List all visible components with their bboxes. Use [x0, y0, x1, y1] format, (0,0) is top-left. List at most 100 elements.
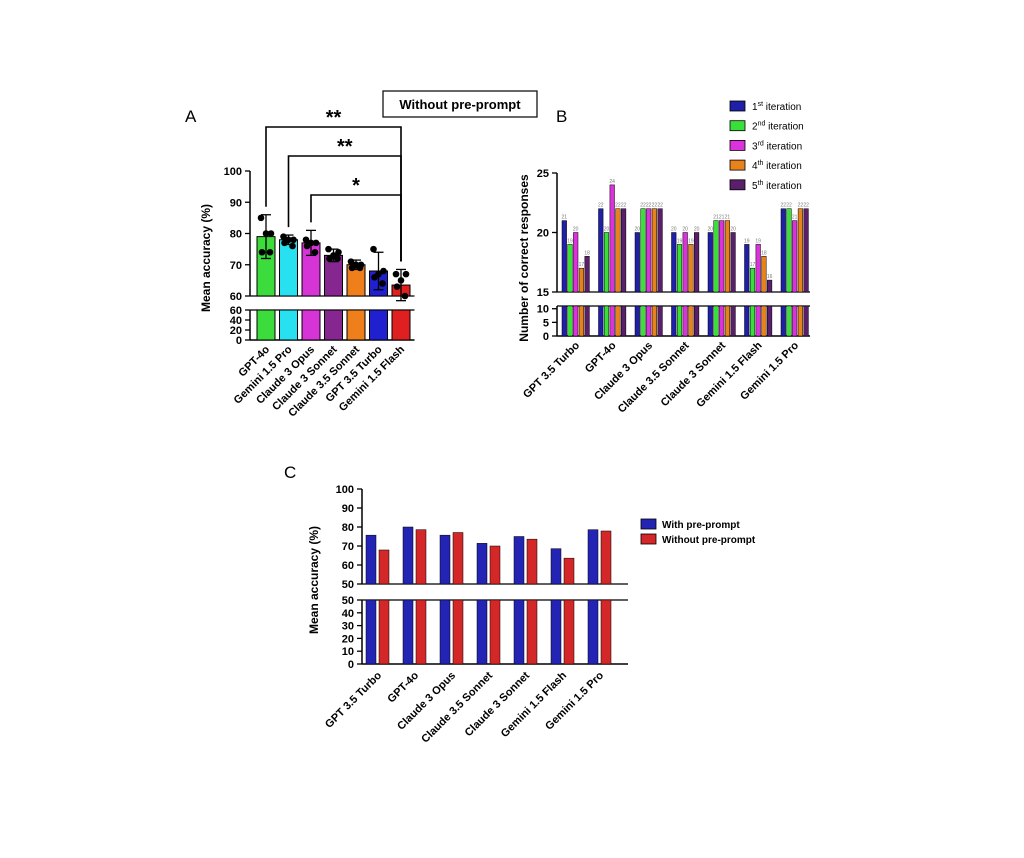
panel-b-bar-gpt-4o-5 — [621, 208, 627, 293]
panel-c-ytick-label-upper: 100 — [336, 484, 354, 496]
panel-b-bar-gemini-1-5-flash-3 — [755, 244, 761, 293]
panel-b-bar-lower-gpt-4o-1 — [598, 305, 604, 337]
panel-a-point-gpt-3-5-turbo — [379, 280, 386, 287]
panel-b-value-label: 22 — [657, 203, 663, 209]
panel-c-bar-claude-3-opus-without-pre-prompt — [452, 532, 464, 585]
panel-a-significance-bracket — [310, 194, 402, 262]
panel-b-xtick-label-claude-3-sonnet: Claude 3 Sonnet — [659, 339, 729, 409]
panel-a-point-gemini-1-5-pro — [290, 236, 297, 244]
panel-a-point-claude-3-opus — [311, 248, 319, 256]
panel-c-bar-lower-gemini-1-5-pro-with-pre-prompt — [587, 599, 599, 665]
panel-b-bar-claude-3-sonnet-3 — [719, 220, 725, 293]
panel-b-legend-swatch-2 — [729, 120, 746, 132]
panel-b-value-label: 22 — [621, 203, 627, 209]
panel-a-ytick-label-upper: 60 — [230, 291, 242, 303]
panel-c-bar-gemini-1-5-flash-without-pre-prompt — [563, 557, 575, 585]
panel-b-ylabel: Number of correct responses — [517, 174, 531, 342]
panel-b-value-label: 19 — [744, 238, 750, 244]
panel-a-point-claude-3-5-sonnet — [347, 258, 355, 265]
panel-b-bar-lower-claude-3-sonnet-3 — [719, 305, 725, 337]
panel-a-point-gpt-4o — [258, 248, 266, 256]
panel-a-point-claude-3-sonnet — [326, 255, 333, 262]
panel-b-bar-lower-gemini-1-5-flash-5 — [767, 305, 773, 337]
panel-b-bar-gemini-1-5-pro-3 — [792, 220, 798, 293]
panel-b-value-label: 17 — [750, 262, 756, 268]
panel-b-bar-lower-gemini-1-5-flash-2 — [749, 305, 756, 337]
panel-a-point-gemini-1-5-pro — [289, 242, 296, 250]
panel-a-bar-lower-gemini-1-5-flash — [391, 309, 411, 341]
panel-b-bar-lower-gpt-4o-3 — [609, 305, 615, 337]
panel-b-value-label: 19 — [755, 238, 761, 244]
panel-b-legend-label-5: 5th iteration — [752, 180, 802, 192]
panel-b-bar-lower-gemini-1-5-pro-4 — [797, 305, 803, 337]
panel-a-point-claude-3-sonnet — [335, 248, 342, 256]
panel-b-xtick-label-gemini-1-5-flash: Gemini 1.5 Flash — [694, 339, 764, 409]
panel-b-value-label: 18 — [584, 250, 590, 256]
panel-b-ytick-label-lower: 5 — [543, 317, 549, 329]
panel-b-bar-lower-gemini-1-5-pro-1 — [780, 305, 786, 337]
panel-a-ytick-label-upper: 80 — [230, 229, 242, 241]
panel-b-bar-claude-3-opus-1 — [634, 232, 640, 293]
panel-b-value-label: 20 — [604, 227, 610, 233]
figure-title-box — [382, 90, 538, 118]
panel-b-bar-lower-claude-3-5-sonnet-5 — [694, 305, 700, 337]
panel-b-value-label: 19 — [688, 238, 694, 244]
panel-b-value-label: 16 — [767, 274, 773, 280]
panel-b-value-label: 21 — [562, 215, 568, 221]
panel-a-bar-lower-claude-3-opus — [301, 309, 321, 341]
panel-c-bar-gpt-3-5-turbo-without-pre-prompt — [378, 549, 390, 585]
panel-b-value-label: 20 — [682, 227, 688, 233]
panel-a-point-claude-3-opus — [302, 236, 310, 244]
panel-c-bar-lower-gpt-4o-without-pre-prompt — [415, 599, 427, 665]
panel-b-bar-lower-claude-3-opus-1 — [634, 305, 640, 337]
panel-b-bar-lower-claude-3-5-sonnet-4 — [688, 305, 694, 337]
panel-b-bar-claude-3-opus-5 — [657, 208, 663, 293]
panel-b-bar-gemini-1-5-flash-2 — [749, 267, 756, 293]
panel-c-bar-gemini-1-5-pro-without-pre-prompt — [600, 530, 612, 585]
panel-a-point-gemini-1-5-flash — [397, 277, 405, 284]
panel-b-legend-swatch-5 — [729, 179, 746, 191]
panel-b-bar-gemini-1-5-flash-1 — [744, 244, 750, 293]
panel-c-bar-lower-claude-3-sonnet-without-pre-prompt — [526, 599, 538, 665]
panel-b-bar-lower-gpt-3-5-turbo-2 — [567, 305, 573, 337]
panel-a-bar-lower-gemini-1-5-pro — [279, 309, 298, 341]
panel-b-bar-lower-gemini-1-5-flash-4 — [761, 305, 767, 337]
panel-b-value-label: 22 — [786, 203, 792, 209]
panel-a-point-claude-3-5-sonnet — [348, 264, 356, 272]
panel-b-bar-lower-claude-3-opus-4 — [651, 305, 657, 337]
panel-b-bar-gpt-3-5-turbo-3 — [573, 232, 579, 293]
panel-b-bar-claude-3-opus-3 — [646, 208, 652, 293]
panel-b-bar-lower-claude-3-5-sonnet-3 — [682, 305, 688, 337]
panel-b-xtick-label-gpt-4o: GPT-4o — [583, 339, 619, 375]
panel-a-point-claude-3-opus — [303, 242, 311, 250]
panel-c-legend-swatch-with-pre-prompt — [640, 518, 657, 530]
panel-c-xtick-label-gemini-1-5-flash: Gemini 1.5 Flash — [499, 669, 569, 739]
panel-b-bar-lower-gemini-1-5-pro-3 — [792, 305, 798, 337]
panel-b-bar-lower-claude-3-opus-2 — [640, 305, 646, 337]
panel-a-point-gemini-1-5-pro — [280, 233, 287, 240]
panel-c-ytick-label-upper: 50 — [342, 579, 354, 591]
panel-c-bar-lower-claude-3-opus-with-pre-prompt — [439, 599, 451, 665]
panel-b-bar-gpt-4o-1 — [598, 208, 604, 293]
panel-a-point-gpt-4o — [267, 230, 275, 237]
panel-b-value-label: 20 — [573, 227, 579, 233]
panel-a-ytick-label-upper: 90 — [230, 197, 242, 209]
panel-b-bar-claude-3-5-sonnet-5 — [694, 232, 700, 293]
panel-b-value-label: 22 — [640, 203, 646, 209]
panel-b-bar-lower-gpt-3-5-turbo-1 — [561, 305, 567, 337]
panel-c-legend-swatch-without-pre-prompt — [640, 533, 657, 545]
panel-b-value-label: 21 — [713, 215, 719, 221]
panel-a-point-gpt-3-5-turbo — [380, 267, 387, 275]
panel-c-ytick-label-lower: 40 — [342, 608, 354, 620]
panel-b-bar-lower-gemini-1-5-pro-5 — [803, 305, 809, 337]
panel-b-bar-claude-3-sonnet-1 — [707, 232, 713, 293]
panel-c-ytick-label-lower: 0 — [348, 659, 354, 671]
panel-b-ytick-label-upper: 15 — [537, 287, 549, 299]
panel-c-ytick-label-upper: 80 — [342, 522, 354, 534]
panel-b-bar-lower-gemini-1-5-flash-3 — [755, 305, 761, 337]
panel-b-legend-label-4: 4th iteration — [752, 160, 802, 172]
panel-b-bar-gpt-3-5-turbo-2 — [567, 244, 573, 293]
panel-a-bar-lower-claude-3-sonnet — [324, 309, 343, 341]
